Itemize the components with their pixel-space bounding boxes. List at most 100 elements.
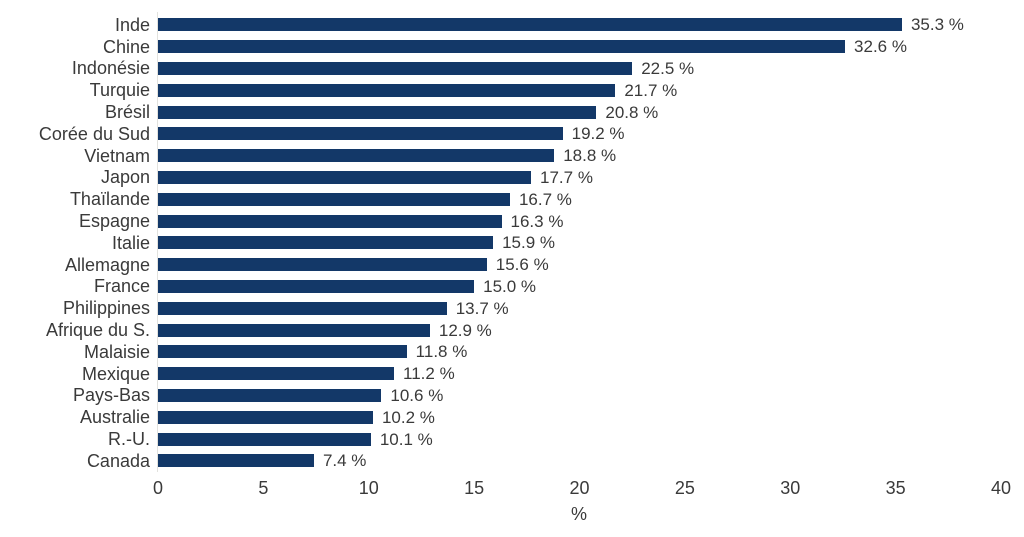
value-label: 7.4 % — [322, 451, 367, 471]
bar-track: 18.8 % — [158, 145, 1001, 167]
bar-row: Canada 7.4 % — [0, 450, 1024, 472]
bar-track: 19.2 % — [158, 123, 1001, 145]
value-label: 17.7 % — [540, 167, 593, 187]
bar-track: 13.7 % — [158, 297, 1001, 319]
bar-track: 16.7 % — [158, 188, 1001, 210]
bar-track: 11.2 % — [158, 363, 1001, 385]
bar — [158, 432, 371, 446]
x-tick-label: 30 — [780, 478, 801, 498]
category-label: Corée du Sud — [38, 123, 150, 144]
bar — [158, 214, 502, 228]
bar-row: Vietnam 18.8 % — [0, 145, 1024, 167]
x-tick-label: 15 — [464, 478, 485, 498]
bar — [158, 61, 633, 75]
x-tick-label: 10 — [358, 478, 379, 498]
category-label: Mexique — [81, 363, 150, 384]
bar-track: 10.2 % — [158, 406, 1001, 428]
bar — [158, 105, 597, 119]
value-label: 15.0 % — [483, 276, 537, 296]
value-label: 22.5 % — [641, 58, 695, 78]
category-label: Afrique du S. — [45, 320, 150, 341]
x-tick-label: 40 — [990, 478, 1012, 498]
value-label: 11.2 % — [403, 364, 455, 384]
value-label: 21.7 % — [624, 80, 678, 100]
category-label: Pays-Bas — [72, 385, 150, 406]
bar-track: 15.9 % — [158, 232, 1001, 254]
bar-row: Chine 32.6 % — [0, 36, 1024, 58]
bar — [158, 410, 373, 424]
bar-row: France 15.0 % — [0, 276, 1024, 298]
category-label: Allemagne — [64, 254, 150, 275]
value-label: 15.9 % — [502, 233, 556, 253]
value-label: 10.2 % — [381, 407, 435, 427]
x-tick-label: 35 — [885, 478, 906, 498]
category-label: Brésil — [104, 102, 150, 123]
category-label: Chine — [102, 36, 150, 57]
value-label: 16.7 % — [518, 189, 572, 209]
bar — [158, 279, 475, 293]
bar-track: 22.5 % — [158, 58, 1001, 80]
category-label: France — [93, 276, 150, 297]
bar-track: 10.1 % — [158, 428, 1001, 450]
category-label: R.-U. — [108, 429, 150, 450]
bar — [158, 127, 563, 141]
category-label: Espagne — [78, 211, 150, 232]
bar-track: 20.8 % — [158, 101, 1001, 123]
bar-row: Thaïlande 16.7 % — [0, 188, 1024, 210]
bar — [158, 345, 407, 359]
bar-track: 7.4 % — [158, 450, 1001, 472]
bar — [158, 170, 532, 184]
bar-row: Japon 17.7 % — [0, 167, 1024, 189]
category-label: Inde — [114, 14, 150, 35]
bar-row: Indonésie 22.5 % — [0, 58, 1024, 80]
bar — [158, 83, 616, 97]
category-label: Vietnam — [84, 145, 150, 166]
bar — [158, 367, 395, 381]
bar-row: R.-U. 10.1 % — [0, 428, 1024, 450]
bar-track: 15.0 % — [158, 276, 1001, 298]
value-label: 15.6 % — [495, 255, 549, 275]
bar — [158, 388, 382, 402]
bar-row: Brésil 20.8 % — [0, 101, 1024, 123]
x-tick-label: 5 — [258, 478, 269, 498]
bar — [158, 454, 314, 468]
bar-track: 32.6 % — [158, 36, 1001, 58]
category-label: Philippines — [62, 298, 150, 319]
value-label: 10.6 % — [390, 385, 444, 405]
value-label: 35.3 % — [910, 15, 964, 35]
category-label: Australie — [79, 407, 150, 428]
value-label: 13.7 % — [455, 298, 509, 318]
category-label: Canada — [86, 450, 150, 471]
value-label: 19.2 % — [571, 124, 625, 144]
value-label: 12.9 % — [438, 320, 492, 340]
bar-row: Mexique 11.2 % — [0, 363, 1024, 385]
bar-track: 16.3 % — [158, 210, 1001, 232]
bar-row: Italie 15.9 % — [0, 232, 1024, 254]
category-label: Turquie — [89, 80, 150, 101]
bar — [158, 323, 430, 337]
bar-row: Pays-Bas 10.6 % — [0, 385, 1024, 407]
value-label: 20.8 % — [605, 102, 659, 122]
bar — [158, 149, 555, 163]
category-label: Italie — [111, 232, 150, 253]
bar-track: 11.8 % — [158, 341, 1001, 363]
x-tick-label: 25 — [674, 478, 695, 498]
x-tick-label: 20 — [569, 478, 590, 498]
x-axis-label: % — [570, 504, 588, 524]
bar-rows: Inde 35.3 % Chine 32.6 % Indonésie 22.5 % Turq… — [0, 14, 1024, 472]
category-label: Thaïlande — [69, 189, 150, 210]
bar — [158, 40, 846, 54]
bar-row: Allemagne 15.6 % — [0, 254, 1024, 276]
bar-row: Corée du Sud 19.2 % — [0, 123, 1024, 145]
bar — [158, 236, 494, 250]
bar — [158, 258, 487, 272]
category-label: Indonésie — [71, 58, 150, 79]
bar-row: Espagne 16.3 % — [0, 210, 1024, 232]
value-label: 11.8 % — [415, 342, 468, 362]
value-label: 16.3 % — [510, 211, 564, 231]
bar-track: 35.3 % — [158, 14, 1001, 36]
bar-row: Australie 10.2 % — [0, 406, 1024, 428]
bar-track: 10.6 % — [158, 385, 1001, 407]
bar-track: 15.6 % — [158, 254, 1001, 276]
